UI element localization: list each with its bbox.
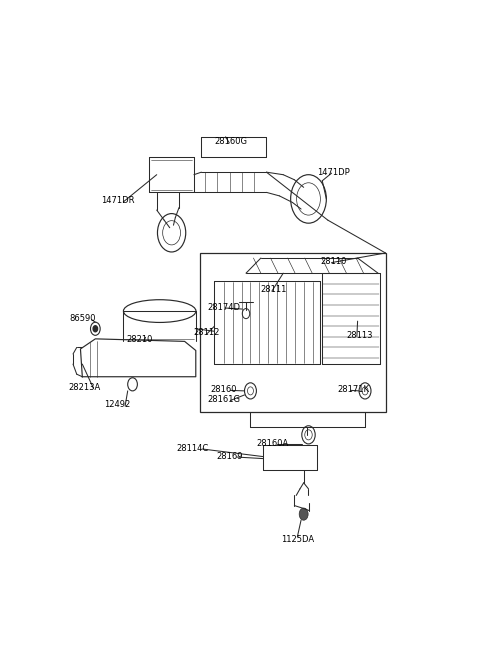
Text: 28160: 28160 (210, 385, 237, 394)
Circle shape (93, 326, 97, 332)
Text: 28161G: 28161G (207, 395, 240, 404)
Text: 1471DR: 1471DR (101, 196, 134, 205)
Text: 28213A: 28213A (68, 383, 100, 392)
Text: 28113: 28113 (346, 331, 372, 340)
Text: 1471DP: 1471DP (317, 168, 350, 176)
Text: 28160G: 28160G (215, 137, 248, 146)
Text: 12492: 12492 (105, 400, 131, 409)
Bar (200, 253, 385, 412)
Text: 28114C: 28114C (176, 444, 208, 453)
Text: 1125DA: 1125DA (281, 535, 315, 544)
Text: 28174D: 28174D (207, 302, 240, 312)
Text: 86590: 86590 (70, 314, 96, 323)
Text: 28169: 28169 (216, 452, 242, 461)
Text: 28171K: 28171K (338, 385, 370, 394)
Text: 28110: 28110 (320, 257, 347, 266)
Text: 28111: 28111 (261, 285, 287, 295)
Text: 28160A: 28160A (257, 439, 289, 448)
Text: 28112: 28112 (194, 328, 220, 337)
Circle shape (299, 508, 308, 520)
Text: 28210: 28210 (127, 335, 153, 344)
